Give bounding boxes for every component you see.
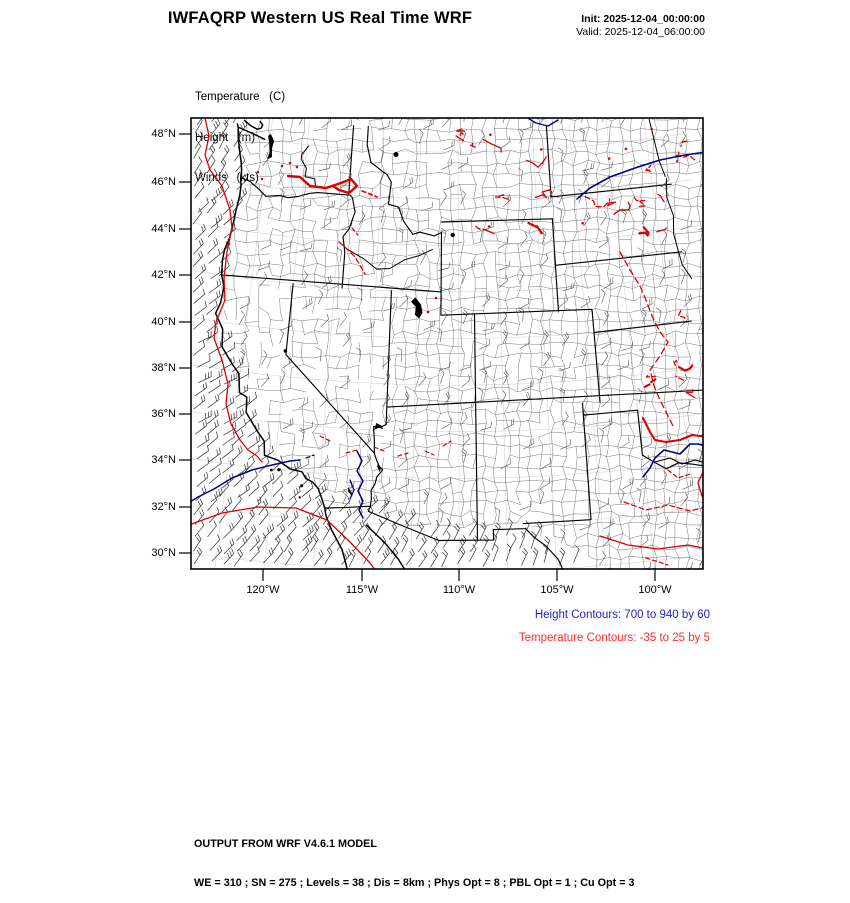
footer-model-line: OUTPUT FROM WRF V4.6.1 MODEL: [194, 838, 377, 850]
temperature-contours: [191, 118, 703, 569]
lat-tick-label: 48°N: [151, 128, 176, 140]
coastline: [214, 119, 406, 569]
map-frame: [179, 117, 704, 581]
lat-tick-label: 46°N: [151, 176, 176, 188]
lon-tick-label: 115°W: [345, 584, 379, 596]
rivers: [300, 118, 703, 465]
lon-tick-label: 120°W: [246, 584, 280, 596]
footer-config-line: WE = 310 ; SN = 275 ; Levels = 38 ; Dis …: [194, 877, 635, 889]
height-contours: [191, 118, 703, 519]
lakes: [267, 134, 455, 499]
model-footer: OUTPUT FROM WRF V4.6.1 MODEL WE = 310 ; …: [194, 812, 635, 903]
page-title: IWFAQRP Western US Real Time WRF: [167, 9, 473, 27]
lat-tick-label: 30°N: [151, 547, 176, 559]
wind-barbs-land: [238, 118, 703, 569]
legend-height: Height (m): [195, 131, 256, 144]
lat-tick-label: 42°N: [151, 269, 176, 281]
valid-time: Valid: 2025-12-04_06:00:00: [576, 26, 705, 38]
legend-temperature: Temperature (C): [195, 91, 286, 103]
wrf-plot-page: { "header": { "title": "IWFAQRP Western …: [151, 9, 710, 889]
lon-tick-label: 105°W: [540, 584, 574, 596]
init-time: Init: 2025-12-04_00:00:00: [581, 13, 705, 25]
wrf-map-plot: [179, 117, 704, 581]
lat-tick-label: 40°N: [151, 316, 176, 328]
run-timestamps: Init: 2025-12-04_00:00:00 Valid: 2025-12…: [576, 13, 705, 39]
state-borders: [221, 125, 703, 569]
lon-tick-label: 100°W: [638, 584, 672, 596]
lat-tick-label: 36°N: [151, 408, 176, 420]
lat-tick-label: 34°N: [151, 454, 176, 466]
height-contour-note: Height Contours: 700 to 940 by 60: [534, 609, 710, 621]
lat-tick-label: 32°N: [151, 501, 176, 513]
lat-tick-label: 44°N: [151, 223, 176, 235]
lat-tick-label: 38°N: [151, 362, 176, 374]
temperature-contour-note: Temperature Contours: -35 to 25 by 5: [518, 632, 710, 644]
lon-tick-label: 110°W: [442, 584, 476, 596]
